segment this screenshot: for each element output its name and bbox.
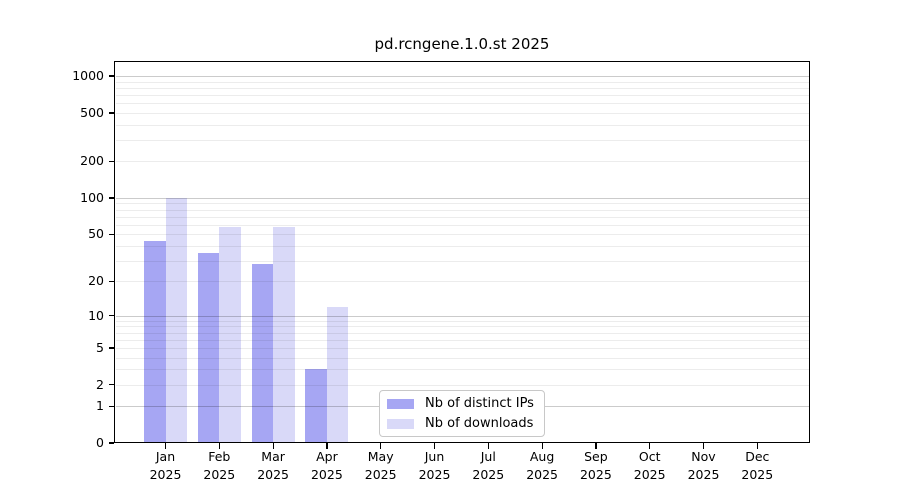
y-tick-500	[108, 112, 114, 114]
x-tick-label-jun: Jun 2025	[403, 448, 467, 483]
x-label-year: 2025	[203, 466, 236, 482]
y-tick-label-2: 2	[96, 376, 104, 392]
chart-title: pd.rcngene.1.0.st 2025	[374, 35, 550, 53]
x-tick-oct	[649, 443, 651, 449]
x-label-month: Aug	[529, 449, 555, 464]
legend-label-nb-of-downloads: Nb of downloads	[425, 416, 534, 431]
x-tick-label-jul: Jul 2025	[456, 448, 520, 483]
bar-nb-of-downloads-feb	[219, 227, 241, 443]
x-tick-label-may: May 2025	[349, 448, 413, 483]
x-tick-label-nov: Nov 2025	[672, 448, 736, 483]
y-tick-label-200: 200	[80, 153, 104, 169]
x-label-month: Sep	[584, 449, 608, 464]
x-label-year: 2025	[418, 466, 451, 482]
y-tick-1000	[108, 75, 114, 77]
legend-item-nb-of-distinct-ips: Nb of distinct IPs	[387, 396, 544, 411]
x-tick-label-oct: Oct 2025	[618, 448, 682, 483]
legend-swatch-nb-of-downloads	[387, 418, 414, 429]
x-label-year: 2025	[257, 466, 289, 482]
y-tick-50	[108, 233, 114, 235]
y-tick-label-0: 0	[96, 435, 104, 450]
x-label-month: Oct	[638, 449, 661, 464]
x-label-month: Jun	[424, 449, 445, 464]
x-label-month: Dec	[745, 449, 770, 464]
y-tick-label-100: 100	[80, 189, 104, 205]
bar-nb-of-downloads-apr	[326, 306, 349, 443]
x-label-year: 2025	[633, 466, 666, 482]
bar-nb-of-downloads-jan	[165, 197, 187, 443]
y-tick-label-1: 1	[96, 398, 104, 414]
bar-nb-of-downloads-mar	[273, 227, 295, 443]
x-label-year: 2025	[149, 466, 182, 482]
x-tick-may	[380, 443, 382, 449]
x-label-year: 2025	[472, 466, 505, 482]
x-tick-label-aug: Aug 2025	[510, 448, 574, 483]
y-tick-label-10: 10	[88, 307, 104, 323]
x-label-month: Mar	[261, 449, 285, 464]
x-tick-jun	[433, 443, 436, 449]
x-label-month: Feb	[208, 449, 231, 464]
x-label-month: May	[367, 449, 394, 464]
y-tick-1	[108, 405, 114, 407]
x-tick-label-dec: Dec 2025	[725, 448, 789, 483]
y-tick-label-20: 20	[88, 273, 104, 289]
x-tick-dec	[756, 443, 758, 449]
x-label-month: Jul	[480, 449, 496, 464]
plot-area-border	[114, 61, 810, 443]
bar-nb-of-distinct-ips-feb	[197, 252, 220, 443]
y-tick-label-5: 5	[96, 339, 104, 355]
y-tick-label-500: 500	[80, 104, 104, 120]
x-tick-jan	[164, 443, 167, 449]
legend-swatch-nb-of-distinct-ips	[387, 398, 414, 409]
x-tick-aug	[541, 443, 543, 449]
y-tick-10	[108, 315, 114, 317]
x-label-year: 2025	[579, 466, 612, 482]
x-label-year: 2025	[310, 466, 343, 482]
x-label-month: Apr	[316, 449, 338, 464]
x-tick-nov	[702, 443, 705, 449]
legend-item-nb-of-downloads: Nb of downloads	[387, 416, 544, 431]
x-tick-label-sep: Sep 2025	[564, 448, 628, 483]
x-label-year: 2025	[741, 466, 774, 482]
x-label-month: Nov	[691, 449, 716, 464]
y-tick-100	[108, 197, 114, 199]
x-tick-label-apr: Apr 2025	[295, 448, 359, 483]
y-tick-0	[108, 442, 114, 444]
x-tick-sep	[595, 443, 597, 449]
bar-nb-of-distinct-ips-jan	[144, 240, 166, 443]
x-label-year: 2025	[364, 466, 397, 482]
x-tick-label-mar: Mar 2025	[241, 448, 305, 483]
y-tick-label-1000: 1000	[72, 68, 104, 84]
x-tick-label-jan: Jan 2025	[134, 448, 198, 483]
x-tick-label-feb: Feb 2025	[187, 448, 251, 483]
x-label-month: Jan	[155, 449, 176, 464]
y-tick-2	[108, 384, 114, 386]
legend-label-nb-of-distinct-ips: Nb of distinct IPs	[425, 396, 534, 411]
y-tick-200	[108, 160, 114, 163]
x-tick-mar	[272, 443, 274, 449]
x-label-year: 2025	[526, 466, 558, 482]
bar-nb-of-distinct-ips-mar	[251, 264, 274, 443]
x-tick-feb	[218, 443, 220, 449]
x-label-year: 2025	[687, 466, 720, 482]
legend: Nb of distinct IPs Nb of downloads	[379, 390, 545, 437]
x-tick-jul	[487, 443, 489, 449]
y-tick-20	[108, 280, 114, 282]
x-tick-apr	[326, 443, 328, 449]
y-tick-label-50: 50	[88, 226, 104, 242]
y-tick-5	[108, 347, 114, 349]
